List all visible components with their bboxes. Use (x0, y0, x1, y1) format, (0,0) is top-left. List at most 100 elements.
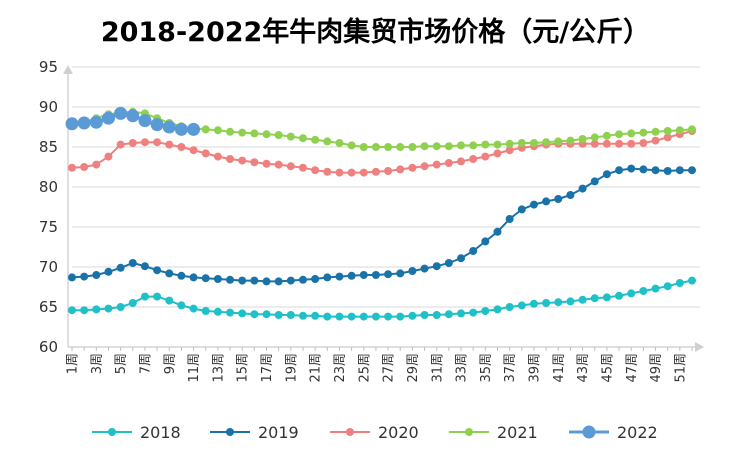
data-point-2020 (444, 159, 453, 167)
x-tick-label: 35周 (479, 353, 494, 383)
data-point-2018 (274, 311, 283, 319)
data-point-2019 (420, 264, 429, 273)
data-point-2019 (92, 271, 101, 279)
data-point-2019 (688, 166, 696, 175)
data-point-2021 (359, 143, 368, 151)
data-point-2018 (250, 310, 259, 319)
data-point-2019 (529, 200, 538, 209)
data-point-2019 (578, 184, 587, 193)
data-point-2020 (262, 159, 271, 168)
data-point-2019 (542, 197, 551, 206)
x-tick-label: 5周 (114, 353, 129, 374)
data-point-2018 (80, 306, 89, 315)
data-point-2022 (162, 120, 176, 134)
x-tick-label: 27周 (382, 353, 397, 383)
y-tick-label: 75 (39, 218, 58, 236)
data-point-2022 (138, 114, 152, 128)
data-point-2019 (153, 266, 162, 275)
data-point-2019 (189, 273, 198, 282)
data-point-2019 (262, 277, 271, 286)
data-point-2018 (92, 305, 101, 314)
data-point-2021 (396, 143, 405, 151)
x-tick-label: 19周 (284, 353, 299, 383)
data-point-2020 (104, 152, 113, 161)
data-point-2021 (250, 129, 259, 138)
legend-marker-2020 (346, 428, 354, 436)
data-point-2018 (408, 311, 417, 320)
data-point-2020 (311, 166, 320, 175)
data-point-2020 (189, 146, 198, 155)
data-point-2021 (347, 141, 356, 150)
y-tick-label: 85 (39, 138, 58, 156)
data-point-2019 (335, 272, 344, 281)
data-point-2020 (335, 168, 344, 177)
data-point-2019 (201, 274, 210, 283)
data-point-2018 (554, 298, 563, 307)
data-point-2018 (238, 309, 247, 318)
data-point-2018 (469, 308, 478, 317)
x-tick-label: 41周 (552, 353, 567, 383)
data-point-2020 (505, 146, 514, 155)
data-point-2020 (371, 167, 380, 176)
x-tick-label: 1周 (66, 353, 81, 374)
data-point-2018 (688, 276, 696, 285)
data-point-2018 (359, 312, 368, 321)
data-point-2019 (104, 267, 113, 276)
data-point-2020 (493, 149, 502, 158)
x-tick-label: 33周 (455, 353, 470, 383)
data-point-2018 (286, 311, 295, 319)
data-point-2019 (384, 270, 393, 279)
data-point-2020 (80, 163, 89, 171)
data-point-2021 (274, 131, 283, 139)
data-point-2020 (250, 158, 259, 167)
y-tick-label: 90 (39, 98, 58, 116)
data-point-2019 (663, 167, 672, 175)
data-point-2019 (481, 237, 490, 246)
series-layer (65, 106, 696, 321)
data-point-2020 (639, 139, 648, 147)
data-point-2021 (213, 126, 222, 135)
data-point-2018 (444, 310, 453, 319)
data-point-2020 (323, 167, 332, 176)
y-tick-label: 95 (39, 58, 58, 76)
series-line-2019 (71, 167, 692, 283)
data-point-2022 (89, 115, 103, 129)
data-point-2021 (262, 130, 271, 139)
data-point-2018 (675, 279, 684, 287)
data-point-2018 (165, 296, 174, 305)
data-point-2019 (457, 254, 466, 263)
data-point-2020 (481, 152, 490, 161)
data-point-2020 (68, 163, 76, 172)
data-point-2021 (688, 125, 696, 134)
data-point-2020 (298, 163, 307, 172)
data-point-2021 (238, 128, 247, 137)
data-point-2021 (457, 141, 466, 150)
x-tick-label: 9周 (163, 353, 178, 374)
x-tick-label: 49周 (649, 353, 664, 383)
legend-label-2019: 2019 (258, 423, 299, 442)
data-point-2020 (128, 139, 137, 147)
data-point-2022 (65, 117, 79, 131)
data-point-2019 (566, 191, 575, 199)
data-point-2021 (323, 137, 332, 146)
data-point-2021 (590, 133, 599, 142)
data-point-2019 (408, 267, 417, 275)
y-tick-label: 65 (39, 298, 58, 316)
x-tick-label: 15周 (236, 353, 251, 383)
data-point-2022 (77, 116, 91, 130)
x-tick-label: 43周 (576, 353, 591, 383)
data-point-2018 (517, 301, 526, 310)
x-tick-label: 39周 (528, 353, 543, 383)
data-point-2021 (566, 136, 575, 145)
x-tick-label: 45周 (600, 353, 615, 383)
data-point-2021 (444, 142, 453, 151)
data-point-2019 (396, 269, 405, 278)
data-point-2018 (542, 299, 551, 307)
x-tick-label: 31周 (430, 353, 445, 383)
data-point-2019 (213, 275, 222, 283)
data-point-2021 (615, 130, 624, 139)
y-tick-label: 80 (39, 178, 58, 196)
data-point-2019 (493, 227, 502, 236)
data-point-2020 (140, 138, 149, 147)
data-point-2019 (627, 164, 636, 173)
